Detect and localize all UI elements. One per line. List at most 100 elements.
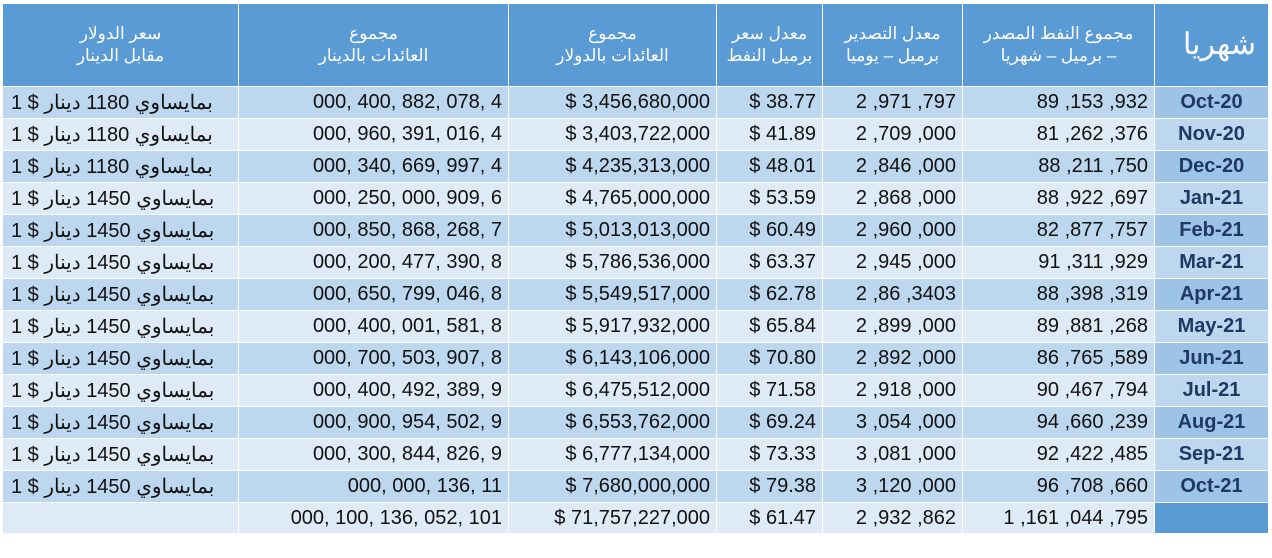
revenue-iqd-cell: 000, 340, 669, 997, 4 bbox=[238, 150, 509, 183]
revenue-usd-cell: $ 6,475,512,000 bbox=[508, 374, 717, 407]
table-row: 1 $ بمايساوي 1450 دينار 000, 900, 954, 5… bbox=[2, 406, 1269, 439]
header-price-line-2: برميل النفط bbox=[726, 46, 813, 65]
totals-month-blank bbox=[1154, 502, 1269, 534]
month-cell: Dec-20 bbox=[1154, 150, 1269, 183]
header-production-line-1: مجموع النفط المصدر bbox=[983, 24, 1134, 43]
price-cell: $ 63.37 bbox=[716, 246, 823, 279]
month-cell: Jan-21 bbox=[1154, 182, 1269, 215]
totals-exchange-rate-blank bbox=[2, 502, 239, 534]
revenue-usd-cell: $ 5,013,013,000 bbox=[508, 214, 717, 247]
price-cell: $ 62.78 bbox=[716, 278, 823, 311]
production-cell: 81 ,262 ,376 bbox=[962, 118, 1155, 151]
price-cell: $ 71.58 bbox=[716, 374, 823, 407]
revenue-iqd-cell: 000, 250, 000, 909, 6 bbox=[238, 182, 509, 215]
table-row: 1 $ بمايساوي 1450 دينار 000, 400, 492, 3… bbox=[2, 374, 1269, 407]
export-rate-cell: 2 ,709 ,000 bbox=[822, 118, 963, 151]
revenue-iqd-cell: 000, 400, 001, 581, 8 bbox=[238, 310, 509, 343]
price-cell: $ 53.59 bbox=[716, 182, 823, 215]
export-rate-cell: 2 ,899 ,000 bbox=[822, 310, 963, 343]
month-cell: Oct-21 bbox=[1154, 470, 1269, 503]
revenue-iqd-cell: 000, 900, 954, 502, 9 bbox=[238, 406, 509, 439]
table-row: 1 $ بمايساوي 1180 دينار 000, 400, 882, 0… bbox=[2, 86, 1269, 119]
month-cell: Jun-21 bbox=[1154, 342, 1269, 375]
month-cell: Aug-21 bbox=[1154, 406, 1269, 439]
price-cell: $ 69.24 bbox=[716, 406, 823, 439]
total-export-rate-cell: 2 ,932 ,862 bbox=[822, 502, 963, 534]
exchange-rate-cell: 1 $ بمايساوي 1450 دينار bbox=[2, 310, 239, 343]
exchange-rate-cell: 1 $ بمايساوي 1450 دينار bbox=[2, 246, 239, 279]
header-exchange-rate-line-1: سعر الدولار bbox=[79, 24, 162, 43]
exchange-rate-cell: 1 $ بمايساوي 1450 دينار bbox=[2, 278, 239, 311]
month-cell: Jul-21 bbox=[1154, 374, 1269, 407]
header-production-line-2: – برميل – شهريا bbox=[1000, 46, 1117, 65]
revenue-iqd-cell: 000, 650, 799, 046, 8 bbox=[238, 278, 509, 311]
production-cell: 88 ,922 ,697 bbox=[962, 182, 1155, 215]
table-row: 1 $ بمايساوي 1180 دينار 000, 340, 669, 9… bbox=[2, 150, 1269, 183]
total-price-cell: $ 61.47 bbox=[716, 502, 823, 534]
revenue-iqd-cell: 000, 400, 882, 078, 4 bbox=[238, 86, 509, 119]
price-cell: $ 65.84 bbox=[716, 310, 823, 343]
export-rate-cell: 2 ,846 ,000 bbox=[822, 150, 963, 183]
table-row: 1 $ بمايساوي 1450 دينار 000, 400, 001, 5… bbox=[2, 310, 1269, 343]
price-cell: $ 70.80 bbox=[716, 342, 823, 375]
production-cell: 96 ,708 ,660 bbox=[962, 470, 1155, 503]
production-cell: 88 ,211 ,750 bbox=[962, 150, 1155, 183]
revenue-iqd-cell: 000, 300, 844, 826, 9 bbox=[238, 438, 509, 471]
exchange-rate-cell: 1 $ بمايساوي 1450 دينار bbox=[2, 342, 239, 375]
revenue-iqd-cell: 000, 850, 868, 268, 7 bbox=[238, 214, 509, 247]
month-cell: Feb-21 bbox=[1154, 214, 1269, 247]
production-cell: 86 ,765 ,589 bbox=[962, 342, 1155, 375]
table-row: 1 $ بمايساوي 1450 دينار 000, 650, 799, 0… bbox=[2, 278, 1269, 311]
revenue-usd-cell: $ 7,680,000,000 bbox=[508, 470, 717, 503]
production-cell: 88 ,398 ,319 bbox=[962, 278, 1155, 311]
header-revenue-usd: مجموع العائدات بالدولار bbox=[508, 3, 717, 87]
table-row: 1 $ بمايساوي 1450 دينار 000, 850, 868, 2… bbox=[2, 214, 1269, 247]
export-rate-cell: 3 ,054 ,000 bbox=[822, 406, 963, 439]
production-cell: 92 ,422 ,485 bbox=[962, 438, 1155, 471]
revenue-usd-cell: $ 5,917,932,000 bbox=[508, 310, 717, 343]
header-revenue-iqd-line-1: مجموع bbox=[349, 24, 398, 43]
revenue-usd-cell: $ 4,235,313,000 bbox=[508, 150, 717, 183]
table-row: 1 $ بمايساوي 1450 دينار 000, 300, 844, 8… bbox=[2, 438, 1269, 471]
price-cell: $ 41.89 bbox=[716, 118, 823, 151]
revenue-usd-cell: $ 6,143,106,000 bbox=[508, 342, 717, 375]
export-rate-cell: 2 ,868 ,000 bbox=[822, 182, 963, 215]
price-cell: $ 38.77 bbox=[716, 86, 823, 119]
total-revenue-iqd-cell: 000, 100, 136, 052, 101 bbox=[238, 502, 509, 534]
revenue-iqd-cell: 000, 000, 136, 11 bbox=[238, 470, 509, 503]
header-production: مجموع النفط المصدر – برميل – شهريا bbox=[962, 3, 1155, 87]
revenue-usd-cell: $ 6,553,762,000 bbox=[508, 406, 717, 439]
oil-revenue-table: سعر الدولار مقابل الدينار مجموع العائدات… bbox=[2, 3, 1269, 534]
revenue-usd-cell: $ 3,456,680,000 bbox=[508, 86, 717, 119]
revenue-usd-cell: $ 6,777,134,000 bbox=[508, 438, 717, 471]
month-cell: May-21 bbox=[1154, 310, 1269, 343]
export-rate-cell: 2 ,960 ,000 bbox=[822, 214, 963, 247]
header-revenue-iqd: مجموع العائدات بالدينار bbox=[238, 3, 509, 87]
header-month: شهريا bbox=[1154, 3, 1269, 87]
header-price: معدل سعر برميل النفط bbox=[716, 3, 823, 87]
production-cell: 82 ,877 ,757 bbox=[962, 214, 1155, 247]
price-cell: $ 73.33 bbox=[716, 438, 823, 471]
table-row: 1 $ بمايساوي 1180 دينار 000, 960, 391, 0… bbox=[2, 118, 1269, 151]
total-production-cell: 1 ,161 ,044 ,795 bbox=[962, 502, 1155, 534]
header-revenue-usd-line-1: مجموع bbox=[588, 24, 637, 43]
table-row: 1 $ بمايساوي 1450 دينار 000, 000, 136, 1… bbox=[2, 470, 1269, 503]
price-cell: $ 48.01 bbox=[716, 150, 823, 183]
exchange-rate-cell: 1 $ بمايساوي 1450 دينار bbox=[2, 182, 239, 215]
exchange-rate-cell: 1 $ بمايساوي 1450 دينار bbox=[2, 438, 239, 471]
table-row: 1 $ بمايساوي 1450 دينار 000, 250, 000, 9… bbox=[2, 182, 1269, 215]
export-rate-cell: 2 ,918 ,000 bbox=[822, 374, 963, 407]
header-revenue-usd-line-2: العائدات بالدولار bbox=[556, 46, 669, 65]
revenue-usd-cell: $ 4,765,000,000 bbox=[508, 182, 717, 215]
export-rate-cell: 2 ,945 ,000 bbox=[822, 246, 963, 279]
month-cell: Mar-21 bbox=[1154, 246, 1269, 279]
export-rate-cell: 3 ,120 ,000 bbox=[822, 470, 963, 503]
revenue-iqd-cell: 000, 960, 391, 016, 4 bbox=[238, 118, 509, 151]
header-exchange-rate-line-2: مقابل الدينار bbox=[76, 46, 165, 65]
revenue-iqd-cell: 000, 400, 492, 389, 9 bbox=[238, 374, 509, 407]
table-row: 1 $ بمايساوي 1450 دينار 000, 200, 477, 3… bbox=[2, 246, 1269, 279]
totals-row: 000, 100, 136, 052, 101 $ 71,757,227,000… bbox=[2, 502, 1269, 534]
revenue-usd-cell: $ 3,403,722,000 bbox=[508, 118, 717, 151]
production-cell: 91 ,311 ,929 bbox=[962, 246, 1155, 279]
revenue-iqd-cell: 000, 700, 503, 907, 8 bbox=[238, 342, 509, 375]
